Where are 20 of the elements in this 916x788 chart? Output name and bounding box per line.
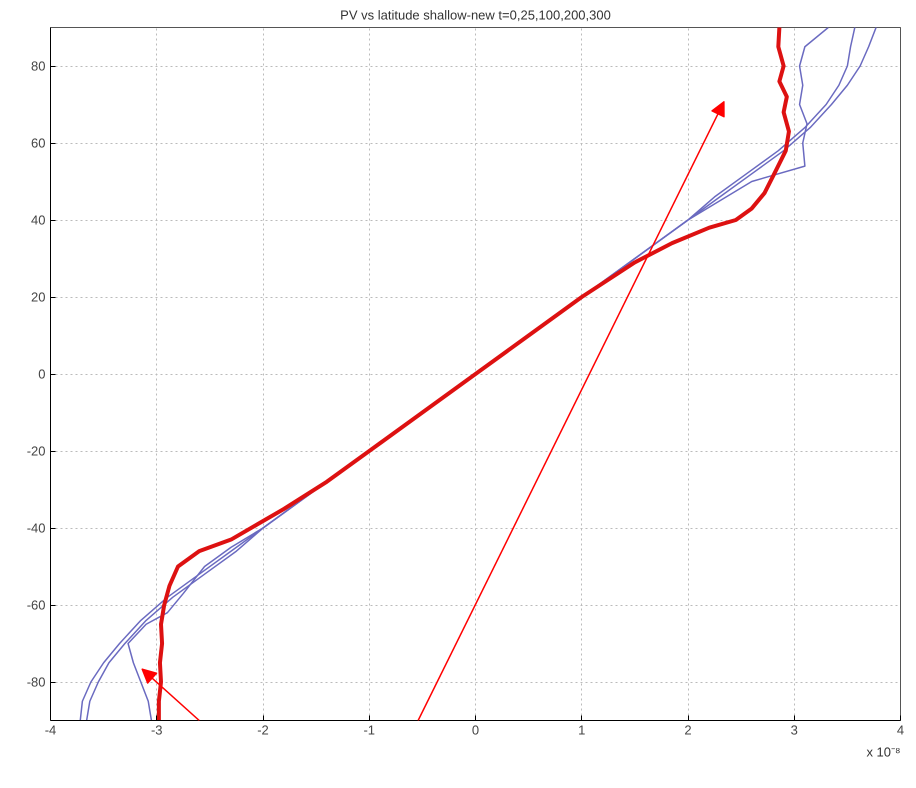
x-tick-label: 0 <box>472 722 480 738</box>
x-tick-label: -2 <box>257 722 269 738</box>
x-tick-label: 4 <box>896 722 904 738</box>
y-tick-label: -60 <box>26 598 46 612</box>
y-tick-label: 0 <box>38 366 46 382</box>
y-tick-label: 40 <box>31 212 46 228</box>
y-tick-label: -20 <box>26 444 46 458</box>
x-tick-label: -4 <box>44 722 56 738</box>
x-tick-label: -3 <box>150 722 163 738</box>
y-tick-label: 60 <box>31 136 46 150</box>
x-tick-label: -1 <box>363 722 376 738</box>
text: x 10⁻⁸ <box>866 744 901 760</box>
x-tick-label: 1 <box>578 722 586 738</box>
y-tick-label: -40 <box>26 520 46 536</box>
y-tick-label: 80 <box>31 58 46 74</box>
y-tick-label: -80 <box>26 674 46 690</box>
y-tick-label: 20 <box>31 290 46 304</box>
x-tick-label: 2 <box>684 722 692 738</box>
chart-title: PV vs latitude shallow-new t=0,25,100,200,300 <box>340 8 611 22</box>
x-tick-label: 3 <box>790 722 798 738</box>
